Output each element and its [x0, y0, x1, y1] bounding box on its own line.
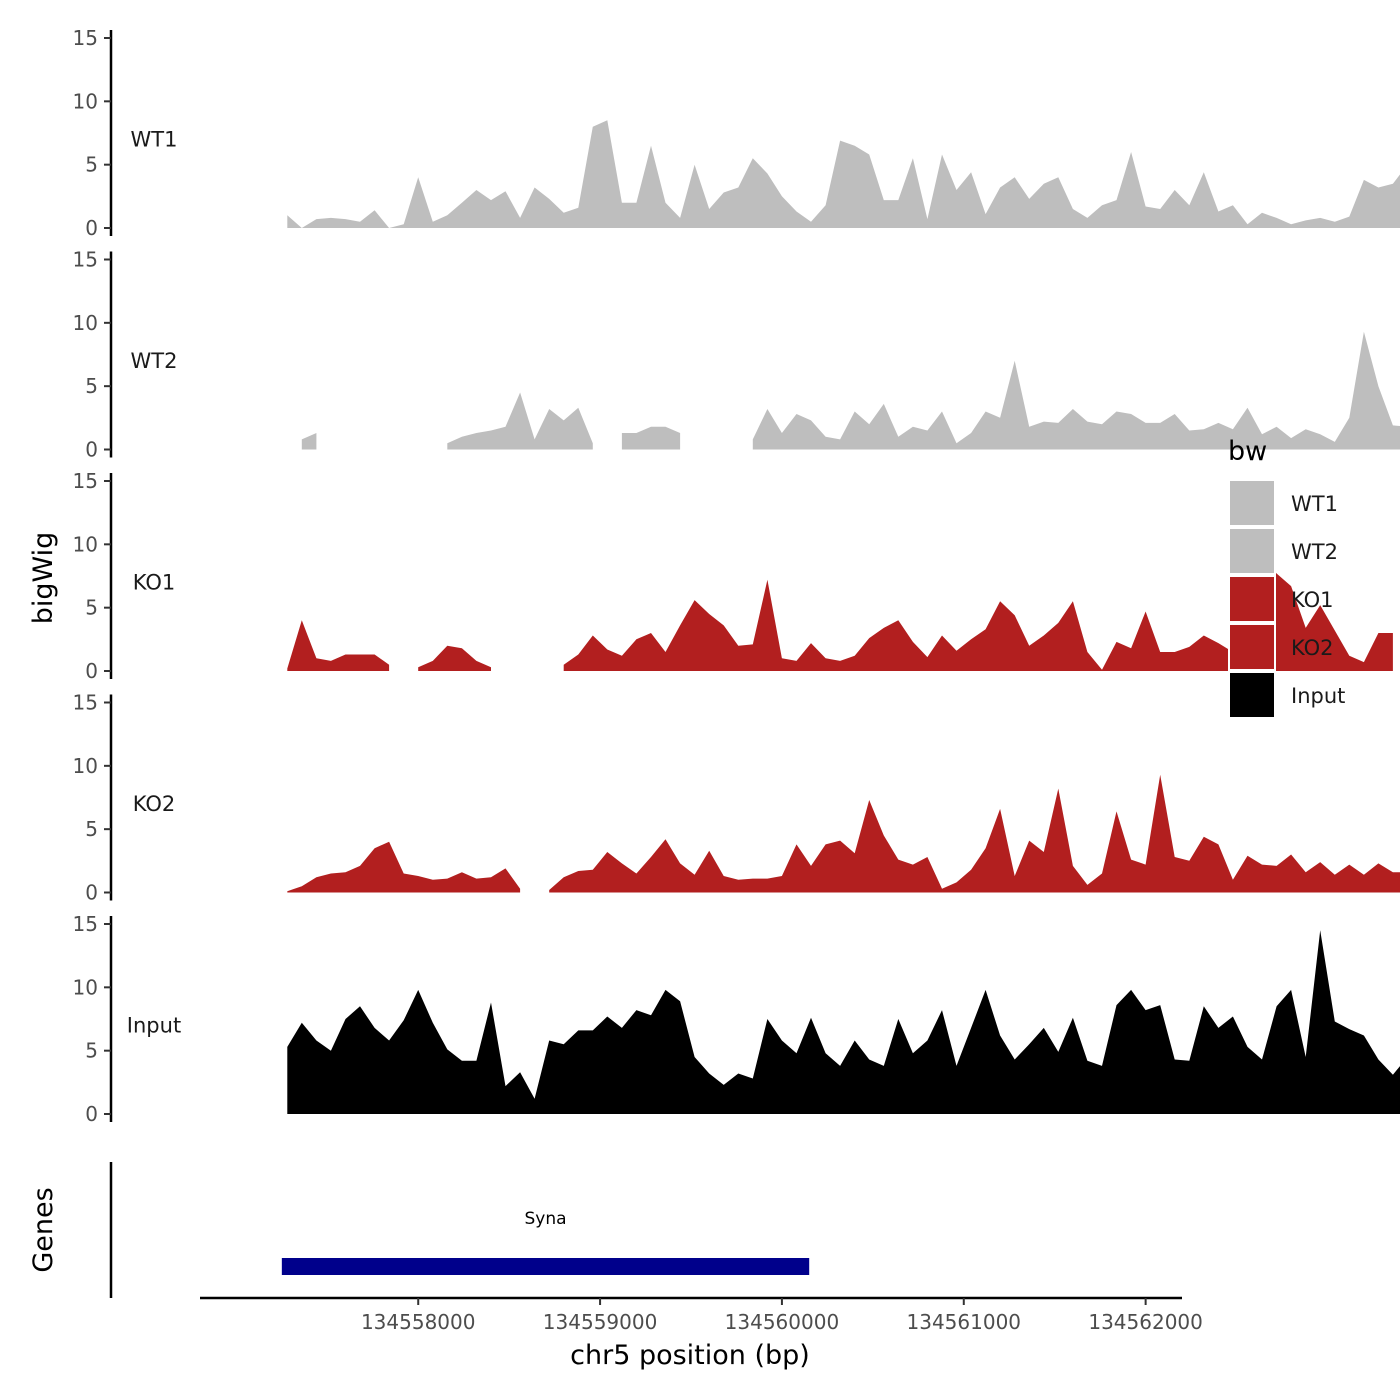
- legend-key-wt1: [1228, 479, 1276, 527]
- y-tick-label: 0: [85, 216, 98, 240]
- y-tick-label: 15: [73, 912, 98, 936]
- y-tick-label: 5: [85, 817, 98, 841]
- track-label: WT2: [131, 349, 178, 373]
- y-tick-label: 0: [85, 1102, 98, 1126]
- track-input: 0 5 10 15 Input: [73, 912, 1400, 1126]
- y-tick-label: 10: [73, 89, 98, 113]
- bigwig-tracks: 0 5 10 15 WT1 0 5 10 15 WT2 0 5 10 15 KO1 0 5 10 15 KO2 0 5 10…: [73, 26, 1400, 1126]
- y-tick-label: 10: [73, 754, 98, 778]
- x-tick-label: 134561000: [907, 1310, 1022, 1334]
- area-segment: [752, 331, 1400, 450]
- area-segment: [418, 645, 491, 671]
- legend-key-wt2: [1228, 527, 1276, 575]
- area-segment: [563, 559, 1393, 671]
- area-segment: [287, 620, 390, 671]
- x-axis: 134558000 134559000 134560000 134561000 1345…: [200, 1296, 1203, 1334]
- x-axis-title: chr5 position (bp): [570, 1340, 810, 1371]
- legend-label-wt1: WT1: [1291, 492, 1338, 516]
- gene-body: [281, 1258, 810, 1275]
- track-label: Input: [127, 1013, 181, 1037]
- x-tick-label: 134562000: [1088, 1310, 1203, 1334]
- y-tick-label: 5: [85, 596, 98, 620]
- x-tick-label: 134559000: [543, 1310, 658, 1334]
- track-label: KO1: [133, 570, 176, 594]
- y-tick-label: 0: [85, 438, 98, 462]
- track-label: WT1: [131, 127, 178, 151]
- y-tick-label: 15: [73, 248, 98, 272]
- legend: bw WT1 WT2 KO1 KO2 Input: [1228, 436, 1345, 719]
- y-tick-label: 5: [85, 1039, 98, 1063]
- legend-label-ko1: KO1: [1291, 588, 1334, 612]
- legend-label-wt2: WT2: [1291, 540, 1338, 564]
- genes-panel: Genes Syna: [28, 1162, 810, 1298]
- legend-title: bw: [1228, 436, 1267, 467]
- y-axis-title: bigWig: [28, 532, 59, 625]
- track-label: KO2: [133, 792, 176, 816]
- legend-label-input: Input: [1291, 684, 1345, 708]
- y-tick-label: 0: [85, 659, 98, 683]
- track-ko2: 0 5 10 15 KO2: [73, 691, 1400, 905]
- area-segment: [301, 433, 317, 450]
- y-tick-label: 5: [85, 153, 98, 177]
- gene-label: Syna: [524, 1209, 566, 1229]
- area-segment: [447, 392, 593, 450]
- y-tick-label: 10: [73, 311, 98, 335]
- x-tick-label: 134558000: [361, 1310, 476, 1334]
- y-tick-label: 0: [85, 881, 98, 905]
- x-tick-label: 134560000: [725, 1310, 840, 1334]
- area-segment: [287, 120, 1400, 228]
- genes-axis-title: Genes: [28, 1187, 59, 1272]
- track-ko1: 0 5 10 15 KO1: [73, 469, 1393, 683]
- y-tick-label: 15: [73, 691, 98, 715]
- y-tick-label: 5: [85, 374, 98, 398]
- track-wt1: 0 5 10 15 WT1: [73, 26, 1400, 240]
- area-segment: [287, 841, 521, 893]
- legend-key-ko2: [1228, 623, 1276, 671]
- legend-key-input: [1228, 671, 1276, 719]
- area-segment: [549, 774, 1400, 893]
- y-tick-label: 15: [73, 469, 98, 493]
- y-tick-label: 10: [73, 532, 98, 556]
- track-wt2: 0 5 10 15 WT2: [73, 248, 1400, 462]
- y-tick-label: 15: [73, 26, 98, 50]
- area-segment: [621, 426, 681, 450]
- legend-label-ko2: KO2: [1291, 636, 1334, 660]
- y-tick-label: 10: [73, 975, 98, 999]
- legend-key-ko1: [1228, 575, 1276, 623]
- area-segment: [287, 930, 1400, 1114]
